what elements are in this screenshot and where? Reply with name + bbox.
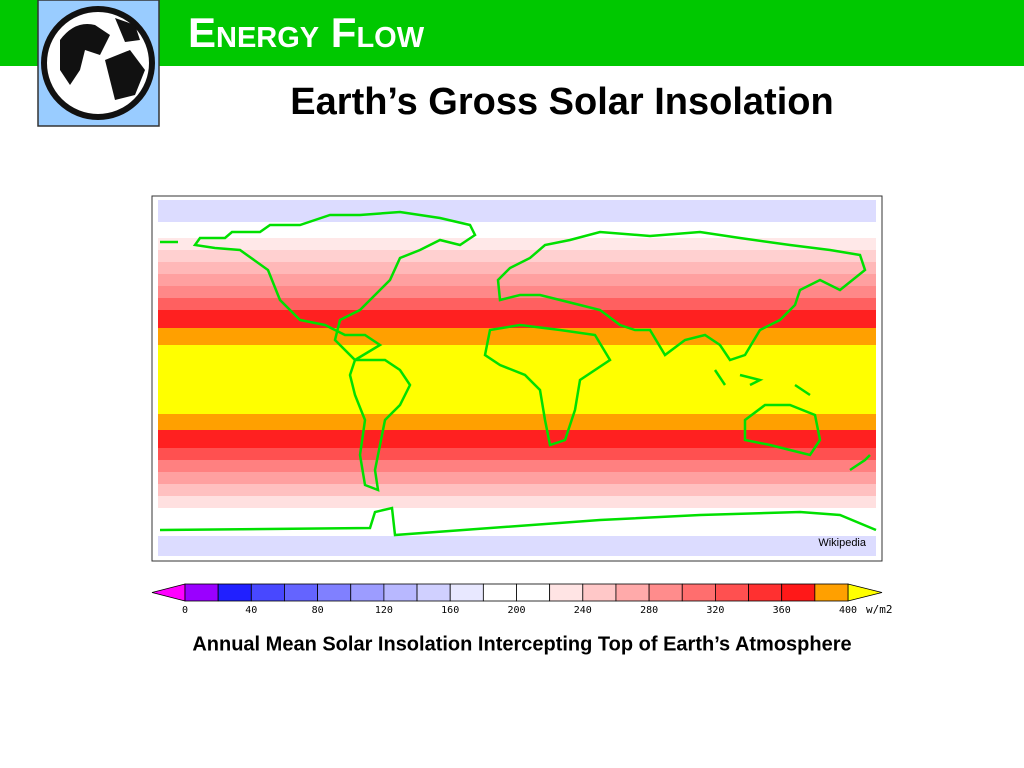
slide-subtitle: Earth’s Gross Solar Insolation [290, 81, 833, 123]
colorbar-segment [284, 583, 319, 602]
map-credit: Wikipedia [818, 537, 867, 549]
colorbar-segment [217, 583, 252, 602]
colorbar-over [847, 583, 883, 602]
colorbar-segment [184, 583, 219, 602]
colorbar-segment [615, 583, 650, 602]
header-title: Energy Flow [188, 9, 425, 56]
colorbar-segment [582, 583, 617, 602]
colorbar-segment [781, 583, 816, 602]
colorbar: 0 40 80 120 160 200 240 280 320 360 400 w/m2 [151, 583, 893, 616]
colorbar-segment [814, 583, 849, 602]
colorbar-segment [681, 583, 716, 602]
colorbar-segment [549, 583, 584, 602]
colorbar-tick-label: 240 [574, 605, 592, 616]
colorbar-unit: w/m2 [866, 603, 893, 616]
insolation-map: Wikipedia [151, 195, 883, 562]
colorbar-segment [449, 583, 484, 602]
colorbar-tick-label: 160 [441, 605, 459, 616]
colorbar-segment [383, 583, 418, 602]
colorbar-tick-label: 320 [706, 605, 724, 616]
colorbar-segment [317, 583, 352, 602]
globe-icon [37, 0, 160, 127]
slide-caption: Annual Mean Solar Insolation Interceptin… [192, 633, 851, 655]
colorbar-segment [482, 583, 517, 602]
colorbar-segment [715, 583, 749, 602]
colorbar-segment [416, 583, 451, 602]
colorbar-under [151, 583, 186, 602]
colorbar-tick-label: 200 [507, 605, 525, 616]
colorbar-segment [748, 583, 783, 602]
colorbar-tick-label: 80 [312, 605, 324, 616]
colorbar-segment [516, 583, 551, 602]
colorbar-tick-label: 280 [640, 605, 658, 616]
colorbar-tick-label: 120 [375, 605, 393, 616]
colorbar-tick-label: 40 [245, 605, 257, 616]
colorbar-tick-label: 400 [839, 605, 857, 616]
colorbar-segment [250, 583, 285, 602]
colorbar-segment [350, 583, 385, 602]
header-bar [0, 0, 1024, 66]
colorbar-tick-label: 360 [773, 605, 791, 616]
colorbar-tick-label: 0 [182, 605, 188, 616]
colorbar-segment [648, 583, 683, 602]
